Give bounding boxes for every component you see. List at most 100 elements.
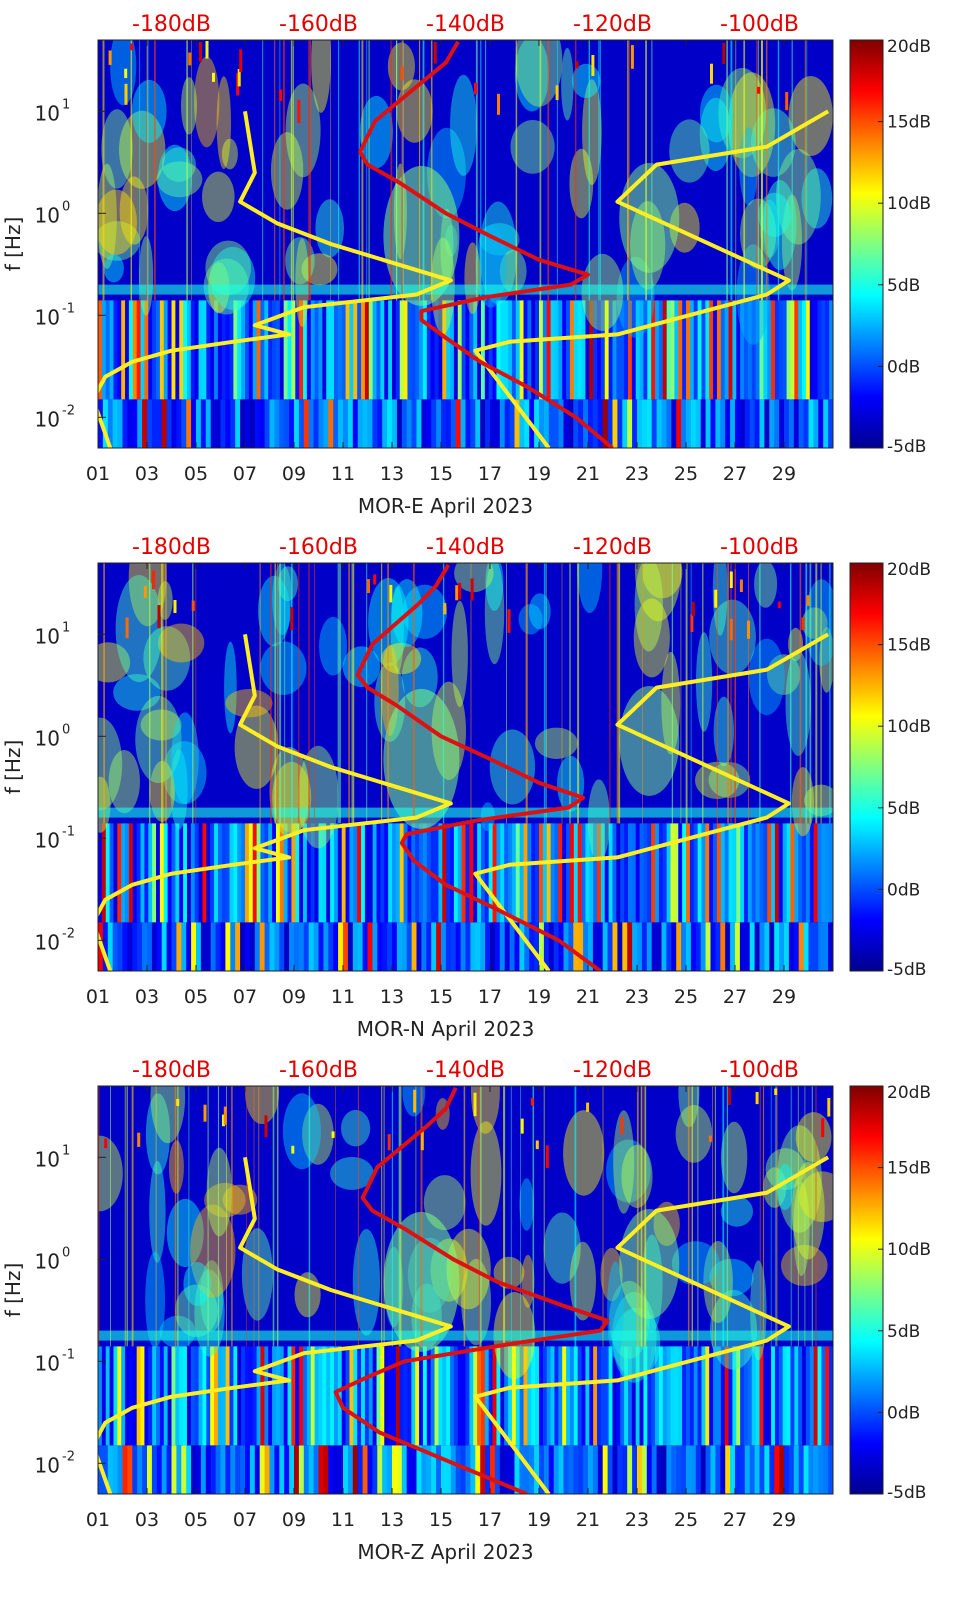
spectrogram-column xyxy=(651,399,658,448)
spectrogram-column xyxy=(597,300,602,400)
spectrogram-column xyxy=(655,300,660,400)
spectrogram-column xyxy=(823,399,829,448)
spectrogram-column xyxy=(465,399,471,448)
spectrogram-column xyxy=(763,300,768,400)
spectrogram-blob xyxy=(135,695,182,784)
spectrogram-column xyxy=(805,300,811,400)
spectrogram-column xyxy=(539,1445,545,1494)
spectrogram-column xyxy=(190,823,196,923)
spectrogram-column xyxy=(245,399,251,448)
x-tick-label: 07 xyxy=(233,1509,257,1531)
spectrogram-column xyxy=(527,300,532,400)
spectrogram-column xyxy=(744,1346,749,1446)
spectrogram-column xyxy=(411,1346,416,1446)
spectrogram-column xyxy=(392,922,398,971)
spectrogram-column xyxy=(616,1346,621,1446)
spectrogram-column xyxy=(105,1346,111,1446)
colorbar-tick-label: 15dB xyxy=(887,636,931,656)
spectrogram-column xyxy=(813,922,819,971)
spectrogram-column xyxy=(460,922,467,971)
spectrogram-column xyxy=(372,1445,378,1494)
spectrogram-hotspot xyxy=(331,1131,335,1138)
spectrogram-column xyxy=(744,823,749,923)
red-psd-curve xyxy=(358,40,614,448)
spectrogram-column xyxy=(333,300,339,400)
spectrogram-column xyxy=(159,1346,165,1446)
spectrogram-column xyxy=(221,823,227,923)
spectrogram-column xyxy=(318,300,323,400)
spectrogram-column xyxy=(803,922,810,971)
spectrogram-hotspot xyxy=(455,585,459,601)
spectrogram-column xyxy=(736,823,741,923)
spectrogram-blob xyxy=(245,1086,280,1125)
spectrogram-blob xyxy=(295,238,309,327)
spectrogram-column xyxy=(666,1346,672,1446)
x-tick-label: 01 xyxy=(86,1509,110,1531)
spectrogram-column xyxy=(303,300,308,400)
spectrogram-column xyxy=(705,823,710,923)
spectrogram-column xyxy=(313,399,320,448)
spectrogram-column xyxy=(589,1346,594,1446)
top-axis-db-label: -160dB xyxy=(279,535,358,560)
spectrogram-blob xyxy=(98,189,137,255)
spectrogram-column xyxy=(484,823,490,923)
spectrogram-column xyxy=(299,823,304,923)
spectrogram-column xyxy=(254,1445,261,1494)
spectrogram-column xyxy=(730,922,736,971)
spectrogram-column xyxy=(140,823,146,923)
spectrogram-column xyxy=(426,1346,432,1446)
spectrogram-column xyxy=(674,823,679,923)
spectrogram-column xyxy=(809,823,815,923)
spectrogram-column xyxy=(200,1445,207,1494)
spectrogram-column xyxy=(802,823,807,923)
spectrogram-column xyxy=(380,823,385,923)
spectrogram-column xyxy=(754,1445,761,1494)
spectrogram-column xyxy=(441,1445,447,1494)
spectrogram-column xyxy=(142,1445,148,1494)
spectrogram-column xyxy=(828,1445,833,1494)
spectrogram-column xyxy=(825,1346,830,1446)
y-tick-label: 10 xyxy=(35,1351,60,1375)
x-tick-label: 01 xyxy=(86,463,110,485)
spectrogram-blob xyxy=(561,47,574,121)
spectrogram-column xyxy=(337,1346,343,1446)
spectrogram-column xyxy=(581,823,587,923)
spectrogram-column xyxy=(798,300,803,400)
spectrogram-hotspot xyxy=(264,1115,268,1138)
spectrogram-blob xyxy=(712,563,728,636)
spectrogram-column xyxy=(671,399,677,448)
spectrogram-hotspot xyxy=(821,1118,825,1138)
spectrogram-column xyxy=(147,399,153,448)
spectrogram-column xyxy=(475,922,481,971)
spectrogram-blob xyxy=(204,1182,246,1218)
spectrogram-column xyxy=(248,300,254,400)
spectrogram-column xyxy=(617,399,623,448)
spectrogram-column xyxy=(322,1346,327,1446)
spectrogram-hotspot xyxy=(458,582,462,600)
spectrogram-column xyxy=(519,922,525,971)
spectrogram-column xyxy=(670,823,675,923)
spectrogram-column xyxy=(608,823,614,923)
spectrogram-column xyxy=(361,1346,366,1446)
spectrogram-column xyxy=(720,823,726,923)
spectrogram-column xyxy=(225,300,231,400)
spectrogram-column xyxy=(318,1346,323,1446)
spectrogram-column xyxy=(419,300,424,400)
spectrogram-column xyxy=(568,399,574,448)
spectrogram-column xyxy=(759,399,765,448)
spectrogram-column xyxy=(194,300,200,400)
spectrogram-column xyxy=(442,300,447,400)
spectrogram-column xyxy=(395,823,401,923)
spectrogram-column xyxy=(730,1445,736,1494)
spectrogram-column xyxy=(617,1445,623,1494)
spectrogram-column xyxy=(328,1445,334,1494)
spectrogram-blob xyxy=(149,1160,166,1263)
spectrogram-column xyxy=(445,399,452,448)
spectrogram-column xyxy=(465,1346,470,1446)
spectrogram-column xyxy=(163,823,169,923)
spectrogram-column xyxy=(353,823,358,923)
spectrogram-column xyxy=(470,922,476,971)
spectrogram-column xyxy=(294,399,300,448)
spectrogram-blob xyxy=(119,176,149,245)
